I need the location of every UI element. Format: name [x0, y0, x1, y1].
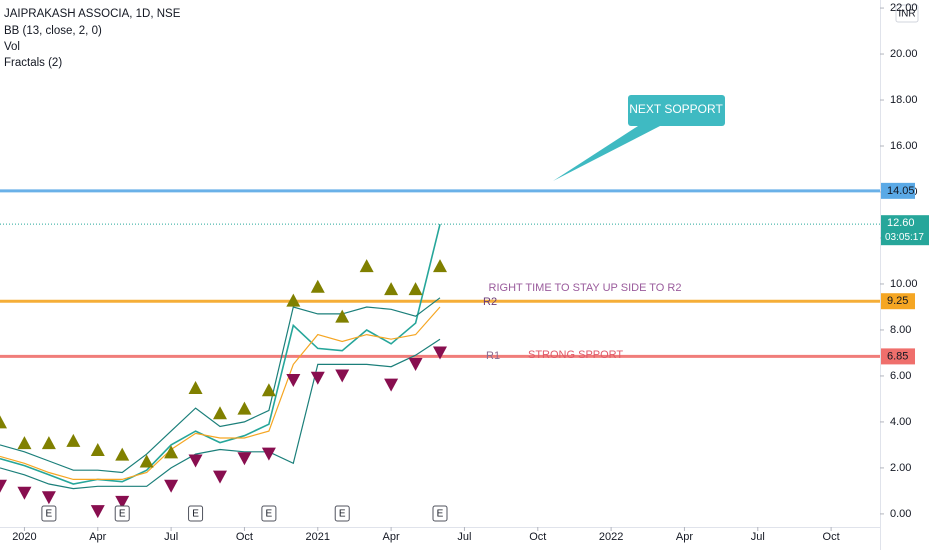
fractal-down: [286, 374, 301, 388]
plot: [0, 189, 880, 519]
fractal-up: [335, 309, 350, 323]
countdown: 03:05:17: [885, 232, 924, 243]
fractal-down: [433, 346, 447, 360]
earnings-marker: [114, 505, 130, 522]
x-tick-label: 2020: [12, 531, 36, 543]
band-line: [0, 297, 441, 474]
fractal-up: [164, 445, 179, 459]
y-tick-label: 4.00: [890, 416, 911, 428]
fractal-down: [237, 452, 252, 466]
currency[interactable]: INR: [898, 9, 915, 20]
y-tick-label: 6.00: [890, 370, 911, 382]
fractal-down: [261, 447, 276, 461]
x-tick-label: Jul: [457, 531, 471, 543]
earnings-marker: [334, 505, 350, 522]
currency-badge[interactable]: [895, 4, 919, 23]
earnings-label: E: [437, 509, 444, 520]
indicator-label: BB (13, close, 2, 0): [4, 25, 102, 37]
last-price-label: 12.60: [887, 217, 915, 229]
x-tick-label: Apr: [383, 531, 400, 543]
fractal-up: [359, 259, 374, 273]
earnings-label: E: [339, 509, 346, 520]
y-tick-label: 0.00: [890, 508, 911, 520]
fractal-up: [139, 454, 154, 468]
annotation: STRONG SPPORT: [528, 349, 623, 361]
fractal-down: [310, 371, 325, 385]
earnings-label: E: [192, 509, 199, 520]
fractal-up: [115, 447, 130, 461]
earnings-marker: [261, 505, 277, 522]
y-tick-label: 16.00: [890, 140, 918, 152]
fractal-up: [90, 443, 105, 457]
x-tick-label: Jul: [164, 531, 178, 543]
fractal-up: [408, 282, 423, 296]
earnings-marker: [41, 505, 57, 522]
fractal-up: [433, 259, 447, 273]
earnings-label: E: [266, 509, 273, 520]
annotation: RIGHT TIME TO STAY UP SIDE TO R2: [489, 282, 682, 294]
fractal-up: [41, 436, 56, 450]
x-tick-label: 2022: [599, 531, 623, 543]
callout-box: [628, 95, 725, 126]
indicator-label: Fractals (2): [4, 57, 62, 69]
x-tick-label: Oct: [236, 531, 253, 543]
level-badge: [881, 348, 915, 365]
fractal-up: [261, 383, 276, 397]
annotation: R1: [486, 350, 500, 362]
earnings-label: E: [46, 509, 53, 520]
level-label: 9.25: [887, 295, 908, 307]
fractal-down: [41, 491, 56, 505]
y-tick-label: 2.00: [890, 462, 911, 474]
fractal-up: [384, 282, 399, 296]
fractal-up: [237, 401, 252, 415]
fractal-down: [384, 378, 399, 392]
fractal-up: [213, 406, 227, 420]
fractal-up: [66, 433, 81, 447]
indicator-label: Vol: [4, 41, 20, 53]
fractal-down: [115, 495, 130, 509]
x-tick-label: Apr: [676, 531, 693, 543]
earnings-label: E: [119, 509, 126, 520]
earnings-marker: [188, 505, 204, 522]
chart-title: JAIPRAKASH ASSOCIA, 1D, NSE: [4, 8, 181, 20]
fractal-up: [0, 415, 7, 429]
level-badge: [881, 182, 915, 199]
y-tick-label: 8.00: [890, 324, 911, 336]
fractal-down: [335, 369, 350, 383]
level-badge: [881, 293, 915, 310]
x-tick-label: Jul: [751, 531, 765, 543]
fractal-down: [17, 486, 32, 500]
level-label: 14.05: [887, 185, 915, 197]
x-tick-label: 2021: [306, 531, 330, 543]
band-line: [0, 338, 441, 490]
last-price-badge: [881, 215, 929, 246]
fractal-down: [213, 470, 227, 484]
callout-tail: [553, 126, 660, 181]
fractal-down: [408, 357, 423, 371]
fractal-up: [188, 380, 203, 394]
band-line: [0, 306, 441, 480]
callout-text: NEXT SOPPORT: [629, 102, 723, 116]
y-tick-label: 22.00: [890, 2, 918, 14]
fractal-down: [0, 479, 7, 493]
fractal-down: [164, 479, 179, 493]
annotation: R2: [483, 296, 497, 308]
fractal-up: [286, 293, 301, 307]
price-line: [0, 224, 441, 485]
fractal-down: [188, 454, 203, 468]
x-tick-label: Oct: [529, 531, 546, 543]
earnings-marker: [432, 505, 448, 522]
y-tick-label: 18.00: [890, 94, 918, 106]
fractal-up: [17, 436, 32, 450]
y-tick-label: 10.00: [890, 278, 918, 290]
x-tick-label: Apr: [89, 531, 106, 543]
fractal-up: [310, 279, 325, 293]
x-tick-label: Oct: [823, 531, 840, 543]
y-tick-label: 20.00: [890, 48, 918, 60]
fractal-down: [90, 505, 105, 519]
level-label: 6.85: [887, 350, 908, 362]
